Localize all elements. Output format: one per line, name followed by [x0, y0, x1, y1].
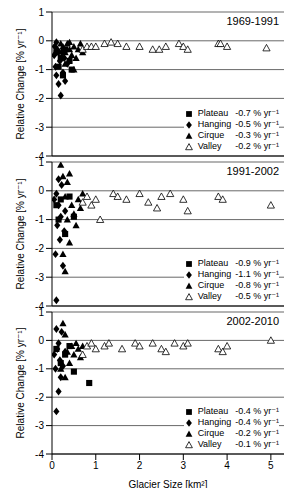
html-text:Valley: Valley	[197, 141, 222, 151]
html-text:-0.3 % yr⁻¹: -0.3 % yr⁻¹	[235, 130, 279, 140]
svg-text:-1: -1	[35, 363, 44, 374]
html-text:-0.2 % yr⁻¹: -0.2 % yr⁻¹	[235, 141, 279, 151]
svg-text:2: 2	[137, 460, 143, 471]
svg-text:1: 1	[38, 8, 44, 18]
html-text:-0.2 % yr⁻¹: -0.2 % yr⁻¹	[235, 428, 279, 438]
html-text:Plateau: Plateau	[197, 406, 229, 416]
html-text:Hanging -1.1 % yr⁻¹: Hanging -1.1 % yr⁻¹	[197, 269, 279, 279]
html-text:-0.1 % yr⁻¹: -0.1 % yr⁻¹	[235, 439, 279, 449]
svg-text:0: 0	[49, 460, 55, 471]
svg-text:-3: -3	[35, 420, 44, 431]
svg-text:-3: -3	[35, 272, 44, 283]
svg-text:0: 0	[38, 185, 44, 196]
svg-text:-1: -1	[35, 214, 44, 225]
svg-text:-2: -2	[35, 243, 44, 254]
svg-text:5: 5	[268, 460, 274, 471]
svg-text:Glacier Size [km²]: Glacier Size [km²]	[129, 479, 208, 488]
html-text:Plateau: Plateau	[197, 258, 229, 268]
html-text:-0.5 % yr⁻¹: -0.5 % yr⁻¹	[235, 291, 279, 301]
html-text:Cirque: Cirque	[197, 130, 225, 140]
html-text:-0.8 % yr⁻¹: -0.8 % yr⁻¹	[235, 280, 279, 290]
svg-text:-3: -3	[35, 122, 44, 133]
svg-text:0: 0	[38, 335, 44, 346]
svg-text:Relative Change [% yr⁻¹]: Relative Change [% yr⁻¹]	[15, 178, 26, 289]
html-text:-0.9 % yr⁻¹: -0.9 % yr⁻¹	[235, 258, 279, 268]
svg-text:-1: -1	[35, 64, 44, 75]
svg-text:1: 1	[38, 308, 44, 318]
svg-text:-4: -4	[35, 151, 44, 158]
html-text:1969-1991: 1969-1991	[226, 15, 279, 27]
svg-text:3: 3	[181, 460, 187, 471]
html-text:Hanging -0.5 % yr⁻¹: Hanging -0.5 % yr⁻¹	[197, 119, 279, 129]
svg-text:0: 0	[38, 35, 44, 46]
html-text:1991-2002: 1991-2002	[226, 165, 279, 177]
html-text:Plateau: Plateau	[197, 108, 229, 118]
html-text:Hanging -0.4 % yr⁻¹: Hanging -0.4 % yr⁻¹	[197, 417, 279, 427]
svg-text:Relative Change [% yr⁻¹]: Relative Change [% yr⁻¹]	[15, 28, 26, 139]
html-text:2002-2010: 2002-2010	[226, 315, 279, 327]
svg-text:-4: -4	[35, 449, 44, 460]
svg-text:-4: -4	[35, 301, 44, 308]
svg-text:4: 4	[224, 460, 230, 471]
svg-text:-2: -2	[35, 392, 44, 403]
html-text:-0.7 % yr⁻¹: -0.7 % yr⁻¹	[235, 108, 279, 118]
html-text:Cirque: Cirque	[197, 428, 225, 438]
html-text:Cirque: Cirque	[197, 280, 225, 290]
html-text:Valley: Valley	[197, 439, 222, 449]
svg-text:1: 1	[38, 158, 44, 168]
html-text:Valley: Valley	[197, 291, 222, 301]
html-text:-0.4 % yr⁻¹: -0.4 % yr⁻¹	[235, 406, 279, 416]
svg-text:-2: -2	[35, 93, 44, 104]
svg-text:Relative Change [% yr⁻¹]: Relative Change [% yr⁻¹]	[15, 327, 26, 438]
svg-text:1: 1	[93, 460, 99, 471]
